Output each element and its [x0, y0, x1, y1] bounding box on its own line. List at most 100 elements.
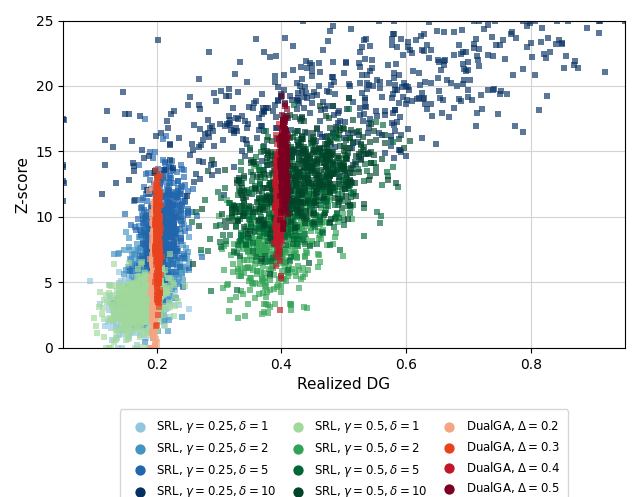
Point — [330, 143, 340, 151]
Point — [248, 162, 259, 169]
Point — [136, 290, 147, 298]
Point — [150, 267, 161, 275]
Point — [280, 163, 291, 171]
Point — [300, 128, 310, 136]
Point — [163, 232, 173, 240]
Point — [147, 248, 157, 256]
Point — [285, 210, 295, 218]
Point — [122, 314, 132, 322]
Point — [153, 254, 163, 262]
Point — [329, 78, 339, 86]
Point — [151, 256, 161, 264]
Point — [298, 199, 308, 207]
Point — [127, 313, 137, 321]
Point — [126, 318, 136, 326]
Point — [130, 305, 140, 313]
Point — [267, 239, 277, 247]
Point — [152, 250, 163, 258]
Point — [308, 163, 318, 171]
Point — [150, 257, 161, 265]
Point — [249, 244, 259, 252]
Point — [179, 192, 189, 200]
Point — [156, 264, 166, 272]
Point — [323, 179, 333, 187]
Point — [131, 282, 141, 290]
Point — [150, 228, 160, 236]
Point — [140, 300, 150, 308]
Point — [164, 277, 175, 285]
Point — [123, 263, 133, 271]
Point — [282, 114, 292, 122]
Point — [152, 259, 162, 267]
Point — [285, 185, 295, 193]
Point — [275, 216, 285, 224]
Point — [146, 215, 156, 223]
Point — [149, 242, 159, 249]
Point — [275, 223, 285, 231]
Point — [276, 217, 287, 225]
Point — [286, 240, 296, 248]
Point — [291, 253, 301, 261]
Point — [278, 164, 288, 172]
Point — [275, 135, 285, 143]
Point — [293, 176, 303, 184]
Point — [164, 184, 174, 192]
Point — [220, 166, 230, 174]
Point — [138, 240, 148, 248]
Point — [270, 181, 280, 189]
Point — [280, 125, 291, 133]
Point — [148, 271, 158, 279]
Point — [283, 185, 293, 193]
Point — [278, 225, 288, 233]
Point — [129, 298, 139, 306]
Point — [136, 280, 147, 288]
Point — [151, 166, 161, 174]
Point — [260, 127, 271, 135]
Point — [367, 57, 378, 65]
Point — [300, 230, 310, 238]
Point — [388, 154, 399, 162]
Point — [271, 180, 282, 188]
Point — [348, 129, 358, 137]
Point — [124, 280, 134, 288]
Point — [123, 283, 133, 291]
Point — [273, 163, 284, 170]
Point — [136, 342, 146, 350]
Point — [282, 155, 292, 163]
Point — [274, 211, 284, 219]
Point — [143, 299, 153, 307]
Point — [140, 276, 150, 284]
Point — [156, 289, 166, 297]
Point — [294, 169, 305, 177]
Point — [117, 324, 127, 332]
Point — [338, 210, 348, 218]
Point — [143, 190, 154, 198]
Point — [154, 219, 164, 227]
Point — [134, 299, 145, 307]
Point — [148, 344, 158, 352]
Point — [161, 273, 172, 281]
Point — [161, 249, 171, 257]
Point — [266, 220, 276, 228]
Point — [120, 297, 130, 305]
Point — [271, 167, 281, 175]
Point — [154, 299, 164, 307]
Point — [134, 255, 144, 263]
Point — [317, 148, 327, 156]
Point — [150, 344, 161, 352]
Point — [141, 294, 151, 302]
Point — [175, 190, 185, 198]
Point — [280, 221, 291, 229]
Point — [221, 223, 231, 231]
Point — [303, 194, 314, 202]
Point — [142, 278, 152, 286]
Point — [149, 299, 159, 307]
Point — [280, 181, 291, 189]
Point — [282, 140, 292, 148]
Point — [146, 299, 156, 307]
Point — [325, 188, 335, 196]
Point — [276, 90, 287, 98]
Point — [152, 198, 163, 206]
Point — [140, 271, 150, 279]
Point — [214, 238, 225, 246]
